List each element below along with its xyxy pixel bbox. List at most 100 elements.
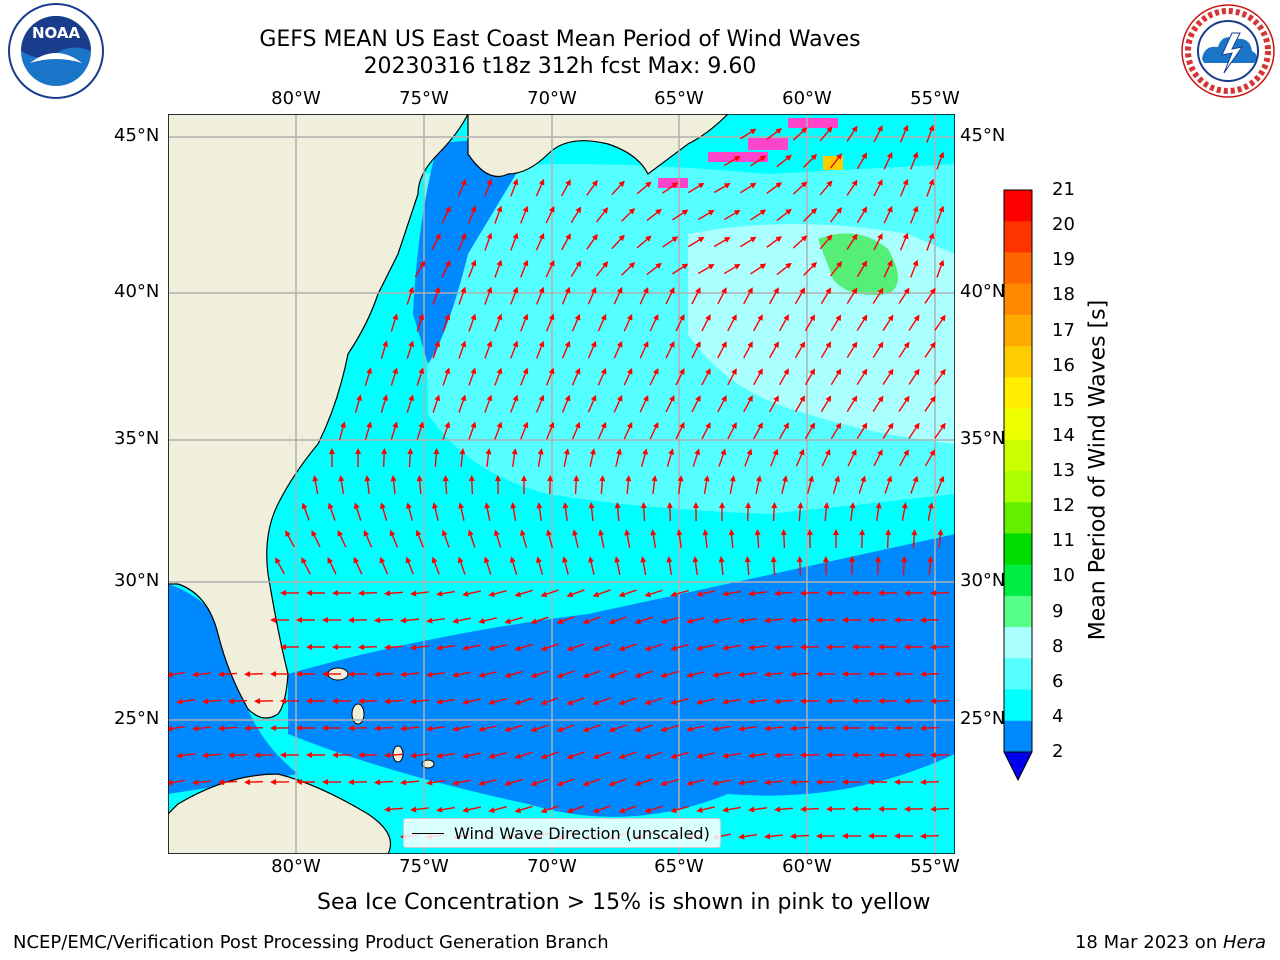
wave-direction-arrow-icon [416, 367, 425, 386]
wave-direction-arrow-icon [750, 155, 767, 167]
wave-direction-arrow-icon [520, 259, 529, 278]
lat-label-left: 45°N [114, 125, 160, 146]
wave-direction-arrow-icon [883, 205, 893, 224]
wave-direction-arrow-icon [774, 698, 794, 705]
wave-direction-arrow-icon [898, 341, 910, 358]
wave-direction-arrow-icon [587, 286, 597, 305]
wave-direction-arrow-icon [692, 448, 701, 467]
svg-text:NOAA: NOAA [32, 24, 81, 42]
wave-direction-arrow-icon [618, 589, 637, 598]
wave-direction-arrow-icon [852, 590, 872, 597]
lat-label-left: 30°N [114, 570, 160, 591]
colorbar-swatch [1004, 595, 1032, 628]
wave-direction-arrow-icon [800, 752, 820, 759]
wave-direction-arrow-icon [764, 833, 784, 840]
colorbar-swatch [1004, 408, 1032, 441]
wave-direction-arrow-icon [433, 448, 440, 468]
wave-direction-arrow-icon [702, 529, 709, 549]
wave-direction-arrow-icon [797, 502, 804, 522]
wave-direction-arrow-icon [570, 206, 582, 224]
wave-direction-arrow-icon [768, 395, 779, 413]
wave-direction-arrow-icon [856, 368, 868, 386]
wave-direction-arrow-icon [904, 644, 924, 651]
wave-direction-arrow-icon [696, 806, 715, 813]
wave-direction-arrow-icon [739, 236, 757, 248]
wave-direction-arrow-icon [723, 155, 741, 167]
wave-direction-arrow-icon [640, 502, 647, 522]
wave-direction-arrow-icon [920, 833, 940, 840]
wave-direction-arrow-icon [778, 314, 789, 332]
wave-direction-arrow-icon [582, 616, 601, 625]
wave-direction-arrow-icon [849, 502, 856, 522]
wave-direction-arrow-icon [904, 698, 924, 705]
wave-direction-arrow-icon [822, 556, 829, 576]
lon-label-bottom: 60°W [782, 856, 832, 877]
wave-direction-arrow-icon [327, 557, 337, 575]
wave-direction-arrow-icon [676, 529, 683, 549]
wave-direction-arrow-icon [800, 590, 820, 597]
colorbar-tick-label: 16 [1052, 354, 1075, 376]
wave-direction-arrow-icon [738, 617, 758, 624]
wave-direction-arrow-icon [511, 448, 518, 468]
wave-direction-arrow-icon [878, 698, 898, 705]
wave-direction-arrow-icon [816, 779, 836, 786]
wave-direction-arrow-icon [561, 286, 571, 305]
wave-direction-arrow-icon [332, 698, 352, 705]
wave-direction-arrow-icon [697, 209, 715, 221]
wave-direction-arrow-icon [431, 556, 440, 575]
wave-direction-arrow-icon [545, 313, 555, 332]
wave-direction-arrow-icon [649, 421, 659, 440]
wave-direction-arrow-icon [400, 725, 420, 732]
noaa-logo-icon: NOAA [8, 3, 104, 99]
wave-direction-arrow-icon [514, 751, 533, 760]
wave-direction-arrow-icon [608, 724, 627, 733]
wave-direction-arrow-icon [561, 340, 571, 359]
wave-direction-arrow-icon [646, 208, 662, 222]
wave-direction-arrow-icon [675, 368, 685, 386]
wave-direction-arrow-icon [686, 617, 705, 624]
wave-direction-arrow-icon [754, 529, 761, 549]
wave-direction-arrow-icon [571, 421, 581, 440]
wave-direction-arrow-icon [168, 779, 185, 786]
wave-direction-arrow-icon [660, 670, 679, 679]
wave-direction-arrow-icon [436, 752, 455, 759]
wave-direction-arrow-icon [670, 589, 689, 597]
wave-direction-arrow-icon [218, 725, 238, 732]
wave-direction-arrow-icon [384, 644, 404, 651]
wave-direction-arrow-icon [540, 697, 559, 706]
wave-direction-arrow-icon [644, 805, 663, 814]
colorbar-tick-label: 17 [1052, 319, 1075, 341]
wave-direction-arrow-icon [852, 644, 872, 651]
wave-direction-arrow-icon [686, 671, 705, 678]
wave-direction-arrow-icon [244, 779, 264, 786]
wave-direction-arrow-icon [432, 502, 439, 521]
wave-direction-arrow-icon [615, 448, 622, 467]
wave-direction-arrow-icon [510, 178, 519, 197]
wave-direction-arrow-icon [540, 643, 559, 652]
wave-direction-arrow-icon [494, 367, 503, 386]
wave-direction-arrow-icon [639, 340, 649, 359]
wave-direction-arrow-icon [873, 233, 883, 251]
lat-label-right: 40°N [960, 281, 1006, 302]
wave-direction-arrow-icon [739, 128, 757, 140]
wave-direction-arrow-icon [452, 671, 471, 678]
wave-direction-arrow-icon [651, 475, 658, 495]
wave-period-map [168, 114, 955, 854]
wave-direction-arrow-icon [504, 670, 523, 679]
colorbar-swatch [1004, 439, 1032, 472]
wave-direction-arrow-icon [670, 697, 689, 705]
wave-direction-arrow-icon [355, 448, 362, 468]
wave-direction-arrow-icon [717, 341, 727, 359]
wave-direction-arrow-icon [776, 208, 792, 222]
wave-direction-arrow-icon [868, 833, 888, 840]
colorbar-tick-label: 15 [1052, 389, 1075, 411]
wave-direction-arrow-icon [613, 340, 623, 359]
wave-direction-arrow-icon [168, 671, 185, 678]
colorbar-tick-label: 4 [1052, 705, 1064, 727]
wave-direction-arrow-icon [416, 421, 425, 440]
wave-direction-arrow-icon [803, 207, 818, 222]
wave-direction-arrow-icon [816, 725, 836, 732]
wave-direction-arrow-icon [322, 617, 342, 624]
wave-direction-arrow-icon [589, 448, 596, 467]
wave-direction-arrow-icon [561, 233, 571, 251]
